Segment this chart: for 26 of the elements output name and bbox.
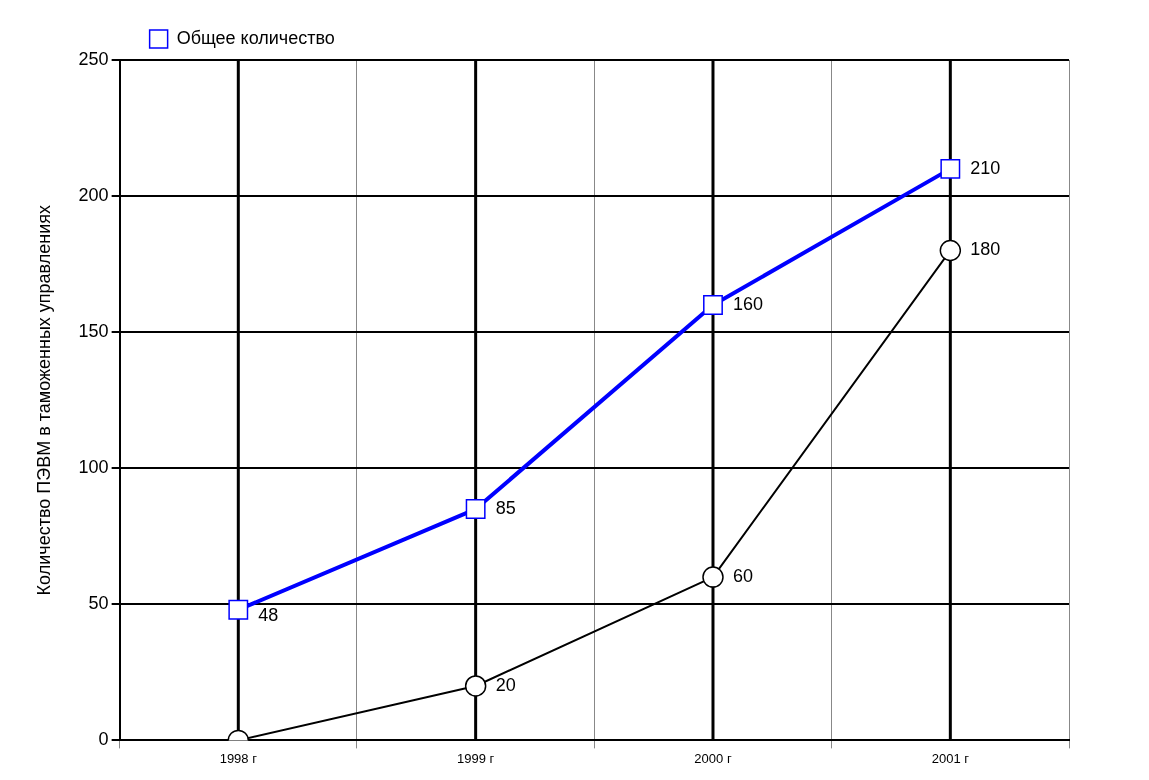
legend-label: Общее количество [176,27,335,48]
point [940,158,961,179]
point [464,675,487,697]
x-tick-label: 2001 г [931,750,970,766]
point [228,599,249,620]
y-axis-title: Количество ПЭВМ в таможенных управлениях [33,205,54,596]
point [703,295,723,315]
data-label: 60 [732,566,754,587]
y-tick-label: 250 [78,48,109,69]
x-tick-label: 2000 г [694,750,732,766]
point [702,566,724,588]
point [939,239,962,262]
data-label: 20 [495,674,516,695]
data-label: 48 [258,604,279,625]
point [465,499,486,520]
y-tick-label: 100 [78,457,109,478]
data-label: 160 [732,293,764,314]
data-label: 210 [970,157,1001,178]
x-tick-label: 1999 г [457,750,495,766]
x-tick-label: 1998 г [219,750,258,766]
data-label: 85 [495,498,516,519]
y-tick-label: 50 [88,593,109,614]
y-tick-label: 200 [78,185,109,206]
y-tick-label: 0 [98,729,109,750]
y-tick-label: 150 [78,321,109,342]
data-label: 180 [970,239,1001,260]
